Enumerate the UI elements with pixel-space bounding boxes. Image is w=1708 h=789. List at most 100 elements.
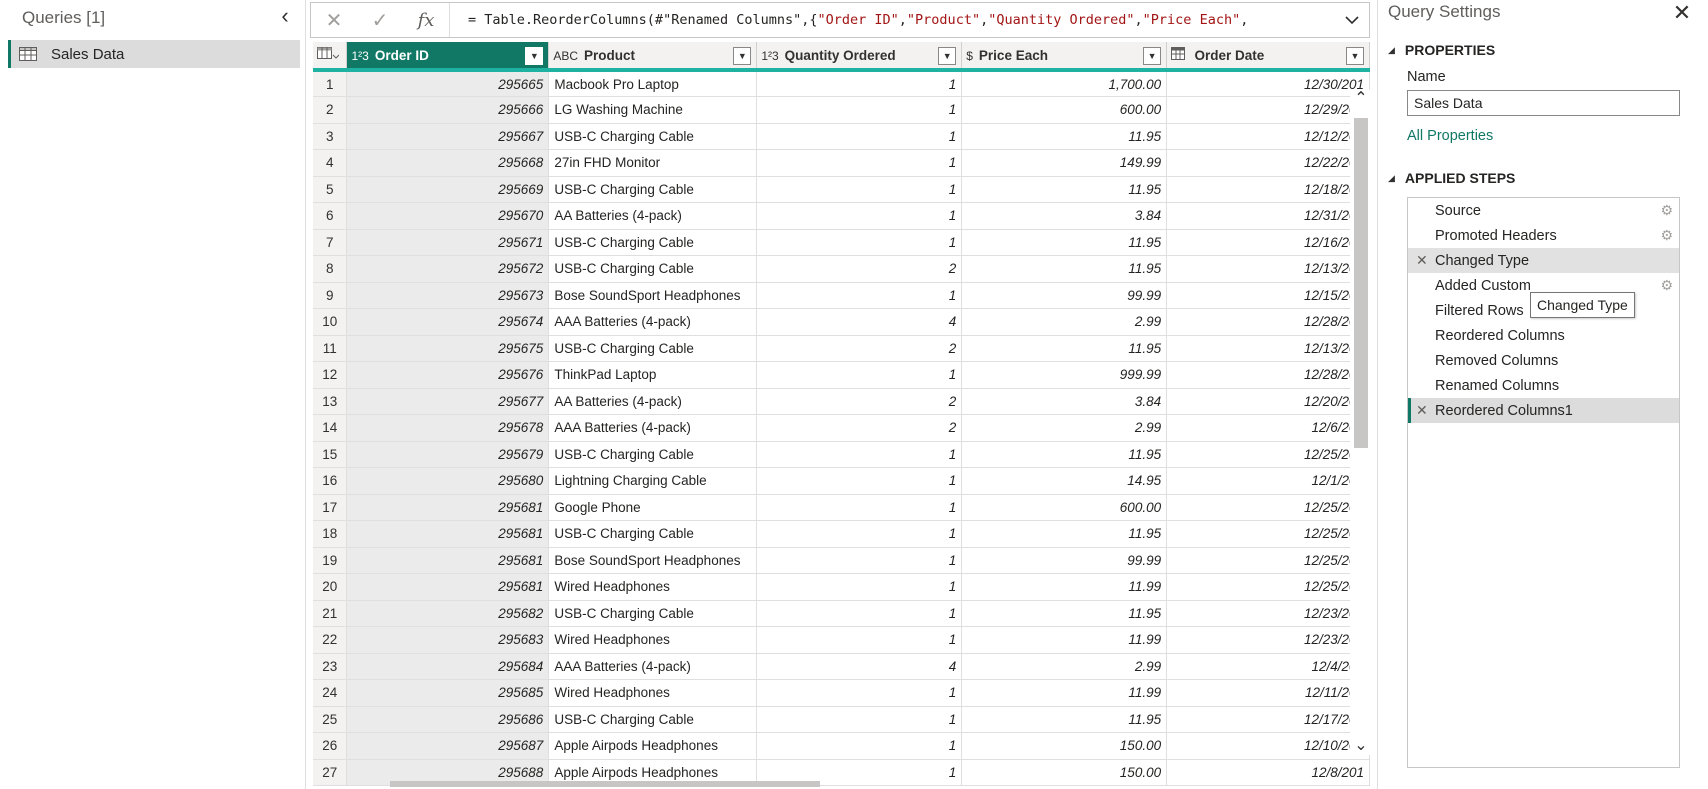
quantity-cell[interactable]: 1 (756, 494, 963, 521)
quantity-cell[interactable]: 1 (756, 706, 963, 733)
whole-number-type-icon[interactable]: 1²3 (761, 48, 779, 63)
order-date-cell[interactable]: 12/12/201 (1166, 123, 1370, 150)
row-number[interactable]: 19 (313, 547, 348, 574)
quantity-cell[interactable]: 1 (756, 547, 963, 574)
price-cell[interactable]: 11.95 (961, 600, 1168, 627)
product-cell[interactable]: Wired Headphones (548, 626, 758, 654)
row-number[interactable]: 2 (313, 96, 348, 124)
price-cell[interactable]: 11.95 (961, 335, 1168, 362)
order-id-cell[interactable]: 295674 (346, 308, 550, 336)
product-cell[interactable]: Wired Headphones (548, 573, 758, 601)
quantity-cell[interactable]: 1 (756, 96, 963, 124)
order-date-cell[interactable]: 12/25/201 (1166, 573, 1370, 601)
price-cell[interactable]: 11.95 (961, 123, 1168, 150)
order-date-cell[interactable]: 12/22/201 (1166, 149, 1370, 177)
price-cell[interactable]: 3.84 (961, 202, 1168, 230)
gear-icon[interactable]: ⚙ (1660, 227, 1673, 243)
order-id-cell[interactable]: 295668 (346, 149, 550, 177)
price-cell[interactable]: 149.99 (961, 149, 1168, 177)
order-date-cell[interactable]: 12/16/201 (1166, 229, 1370, 256)
quantity-cell[interactable]: 1 (756, 679, 963, 707)
row-number[interactable]: 17 (313, 494, 348, 521)
order-id-cell[interactable]: 295673 (346, 282, 550, 309)
applied-step-reordered-columns[interactable]: Reordered Columns (1408, 323, 1679, 348)
order-id-cell[interactable]: 295680 (346, 467, 550, 495)
applied-step-source[interactable]: Source ⚙ (1408, 198, 1679, 223)
order-id-cell[interactable]: 295676 (346, 361, 550, 389)
quantity-cell[interactable]: 2 (756, 414, 963, 442)
order-id-cell[interactable]: 295687 (346, 732, 550, 760)
product-cell[interactable]: USB-C Charging Cable (548, 600, 758, 627)
price-cell[interactable]: 11.99 (961, 626, 1168, 654)
applied-step-removed-columns[interactable]: Removed Columns (1408, 348, 1679, 373)
product-cell[interactable]: 27in FHD Monitor (548, 149, 758, 177)
order-date-cell[interactable]: 12/28/201 (1166, 308, 1370, 336)
date-type-icon[interactable] (1171, 47, 1188, 63)
product-cell[interactable]: Bose SoundSport Headphones (548, 547, 758, 574)
price-cell[interactable]: 1,700.00 (961, 70, 1168, 97)
product-cell[interactable]: ThinkPad Laptop (548, 361, 758, 389)
order-date-cell[interactable]: 12/23/201 (1166, 600, 1370, 627)
collapse-queries-icon[interactable]: ‹ (281, 3, 289, 28)
order-date-cell[interactable]: 12/6/201 (1166, 414, 1370, 442)
row-number[interactable]: 1 (313, 70, 348, 97)
query-item-sales-data[interactable]: Sales Data (8, 40, 300, 68)
product-cell[interactable]: AAA Batteries (4-pack) (548, 653, 758, 680)
product-cell[interactable]: Wired Headphones (548, 679, 758, 707)
order-id-cell[interactable]: 295683 (346, 626, 550, 654)
product-cell[interactable]: Bose SoundSport Headphones (548, 282, 758, 309)
product-cell[interactable]: USB-C Charging Cable (548, 229, 758, 256)
order-date-cell[interactable]: 12/11/201 (1166, 679, 1370, 707)
scroll-thumb[interactable] (1354, 118, 1368, 448)
delete-step-icon[interactable]: ✕ (1416, 252, 1428, 268)
product-cell[interactable]: USB-C Charging Cable (548, 123, 758, 150)
order-date-cell[interactable]: 12/31/201 (1166, 202, 1370, 230)
quantity-cell[interactable]: 1 (756, 441, 963, 468)
whole-number-type-icon[interactable]: 1²3 (351, 48, 369, 63)
price-cell[interactable]: 11.99 (961, 573, 1168, 601)
row-number[interactable]: 6 (313, 202, 348, 230)
quantity-cell[interactable]: 1 (756, 361, 963, 389)
order-id-cell[interactable]: 295672 (346, 255, 550, 283)
product-cell[interactable]: USB-C Charging Cable (548, 335, 758, 362)
horizontal-scrollbar[interactable] (320, 779, 1350, 789)
row-number[interactable]: 12 (313, 361, 348, 389)
price-cell[interactable]: 11.95 (961, 229, 1168, 256)
product-cell[interactable]: USB-C Charging Cable (548, 255, 758, 283)
row-number[interactable]: 21 (313, 600, 348, 627)
row-number[interactable]: 22 (313, 626, 348, 654)
order-date-cell[interactable]: 12/29/201 (1166, 96, 1370, 124)
order-id-cell[interactable]: 295671 (346, 229, 550, 256)
row-number[interactable]: 15 (313, 441, 348, 468)
collapse-triangle-icon[interactable]: ◢ (1388, 172, 1395, 183)
currency-type-icon[interactable]: $ (966, 48, 973, 63)
price-cell[interactable]: 11.95 (961, 520, 1168, 548)
order-date-cell[interactable]: 12/25/201 (1166, 520, 1370, 548)
price-cell[interactable]: 2.99 (961, 653, 1168, 680)
quantity-cell[interactable]: 1 (756, 202, 963, 230)
applied-step-reordered-columns1[interactable]: ✕ Reordered Columns1 (1408, 398, 1679, 423)
row-number[interactable]: 7 (313, 229, 348, 256)
price-cell[interactable]: 600.00 (961, 96, 1168, 124)
row-number[interactable]: 18 (313, 520, 348, 548)
price-cell[interactable]: 11.95 (961, 255, 1168, 283)
order-id-cell[interactable]: 295670 (346, 202, 550, 230)
close-icon[interactable]: ✕ (1672, 0, 1692, 25)
order-date-cell[interactable]: 12/25/201 (1166, 494, 1370, 521)
row-number[interactable]: 16 (313, 467, 348, 495)
column-header-product[interactable]: ABC Product ▼ (548, 42, 758, 72)
row-number[interactable]: 8 (313, 255, 348, 283)
price-cell[interactable]: 11.95 (961, 441, 1168, 468)
query-name-input[interactable] (1407, 90, 1680, 116)
filter-dropdown-icon[interactable]: ▼ (733, 47, 752, 65)
product-cell[interactable]: USB-C Charging Cable (548, 441, 758, 468)
order-id-cell[interactable]: 295667 (346, 123, 550, 150)
product-cell[interactable]: Google Phone (548, 494, 758, 521)
column-header-order-id[interactable]: 1²3 Order ID ▼ (346, 42, 550, 72)
order-id-cell[interactable]: 295682 (346, 600, 550, 627)
quantity-cell[interactable]: 1 (756, 70, 963, 97)
order-date-cell[interactable]: 12/23/201 (1166, 626, 1370, 654)
order-date-cell[interactable]: 12/20/201 (1166, 388, 1370, 415)
order-id-cell[interactable]: 295686 (346, 706, 550, 733)
quantity-cell[interactable]: 2 (756, 255, 963, 283)
